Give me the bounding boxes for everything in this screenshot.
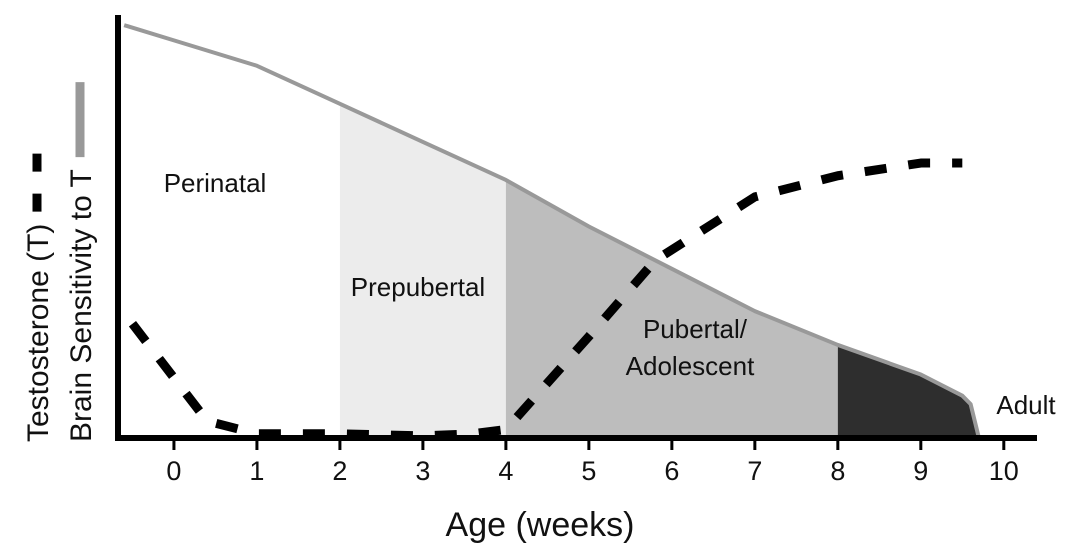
region	[120, 25, 340, 438]
x-tick-label: 0	[166, 456, 181, 486]
plot: Perinatal Prepubertal Pubertal/Adolescent A…	[22, 15, 1056, 486]
region-label: Adult	[996, 390, 1056, 420]
x-tick-label: 9	[913, 456, 928, 486]
x-tick-label: 1	[249, 456, 264, 486]
x-tick-label: 4	[498, 456, 513, 486]
legend-label: Testosterone (T)	[22, 224, 55, 442]
region-label: Adolescent	[626, 351, 755, 381]
x-tick-label: 6	[664, 456, 679, 486]
x-tick-label: 5	[581, 456, 596, 486]
region-label: Prepubertal	[351, 272, 485, 302]
region	[339, 25, 506, 438]
x-tick-label: 8	[830, 456, 845, 486]
regions	[120, 25, 979, 438]
region	[837, 25, 979, 438]
x-tick-label: 2	[332, 456, 347, 486]
legend-label: Brain Sensitivity to T	[65, 169, 98, 442]
x-axis-title: Age (weeks)	[446, 506, 635, 544]
region-label: Perinatal	[164, 168, 267, 198]
region-label: Pubertal/	[643, 314, 748, 344]
series-line	[128, 158, 963, 441]
x-tick-label: 10	[989, 456, 1019, 486]
x-tick-label: 7	[747, 456, 762, 486]
series-line	[123, 23, 981, 439]
x-tick-label: 3	[415, 456, 430, 486]
